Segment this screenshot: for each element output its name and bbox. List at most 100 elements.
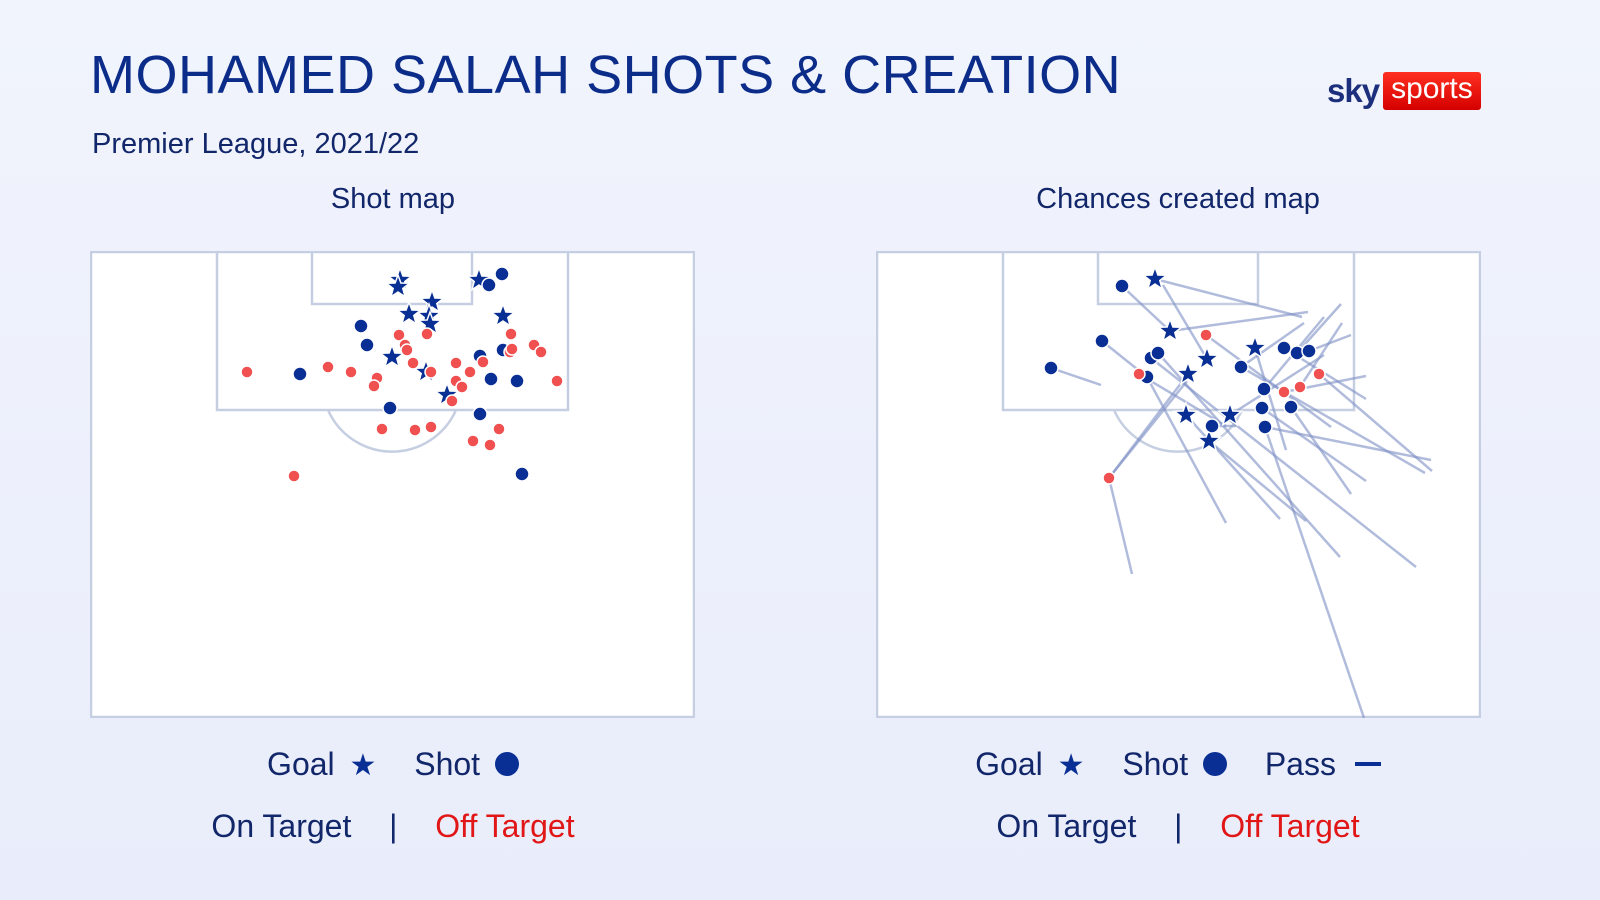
shot-on-target-dot bbox=[1256, 381, 1272, 397]
goal-star-icon bbox=[489, 301, 517, 328]
shot-off-target-dot bbox=[408, 423, 422, 437]
legend-on-target: On Target bbox=[996, 808, 1137, 844]
pass-line bbox=[1261, 406, 1367, 483]
shot-off-target-dot bbox=[420, 327, 434, 341]
goal-star-icon bbox=[1193, 344, 1221, 371]
shot-on-target-dot bbox=[494, 266, 510, 282]
legend-shot-label: Shot bbox=[1122, 746, 1189, 782]
shot-map-legend: Goal ★ Shot bbox=[43, 746, 743, 783]
legend-off-target: Off Target bbox=[435, 808, 575, 844]
pass-line bbox=[1240, 365, 1426, 475]
shot-off-target-dot bbox=[445, 394, 459, 408]
goal-star-icon bbox=[1156, 316, 1184, 343]
pass-line bbox=[1240, 321, 1305, 369]
pass-line bbox=[1050, 366, 1102, 387]
shot-on-target-dot bbox=[353, 318, 369, 334]
goal-star-icon bbox=[1172, 400, 1200, 427]
legend-star-icon: ★ bbox=[1057, 749, 1085, 782]
shot-on-target-dot bbox=[1094, 333, 1110, 349]
legend-dot-icon bbox=[494, 751, 519, 776]
pass-line bbox=[1169, 310, 1309, 333]
shot-on-target-dot bbox=[1301, 343, 1317, 359]
pass-line bbox=[1264, 425, 1432, 462]
shot-off-target-dot bbox=[1199, 328, 1213, 342]
pass-line bbox=[1263, 426, 1366, 718]
shot-on-target-dot bbox=[1254, 400, 1270, 416]
goal-star-icon bbox=[378, 342, 406, 369]
shot-on-target-dot bbox=[359, 337, 375, 353]
shot-on-target-dot bbox=[1204, 418, 1220, 434]
goal-star-icon bbox=[1141, 264, 1169, 291]
shot-map-target-legend: On Target | Off Target bbox=[43, 808, 743, 845]
shot-off-target-dot bbox=[492, 422, 506, 436]
goal-star-icon bbox=[1216, 400, 1244, 427]
shot-off-target-dot bbox=[449, 356, 463, 370]
shot-map-pitch bbox=[90, 251, 695, 718]
shot-off-target-dot bbox=[287, 469, 301, 483]
legend-shot-label: Shot bbox=[414, 746, 481, 782]
shot-on-target-dot bbox=[1114, 278, 1130, 294]
shot-on-target-dot bbox=[1257, 419, 1273, 435]
shot-off-target-dot bbox=[424, 365, 438, 379]
logo-sky-text: sky bbox=[1327, 72, 1380, 109]
pass-line bbox=[1253, 347, 1288, 451]
legend-on-target: On Target bbox=[211, 808, 352, 844]
shot-off-target-dot bbox=[483, 438, 497, 452]
pass-line bbox=[1108, 380, 1188, 479]
legend-goal-label: Goal bbox=[975, 746, 1043, 782]
shot-off-target-dot bbox=[240, 365, 254, 379]
shot-off-target-dot bbox=[1293, 380, 1307, 394]
goal-star-icon bbox=[418, 287, 446, 314]
chances-map-target-legend: On Target | Off Target bbox=[828, 808, 1528, 845]
shot-off-target-dot bbox=[476, 355, 490, 369]
shot-off-target-dot bbox=[504, 327, 518, 341]
pass-line bbox=[1208, 440, 1307, 522]
pass-line bbox=[1107, 477, 1134, 575]
pass-line bbox=[1298, 322, 1344, 388]
pass-line bbox=[1289, 406, 1353, 495]
sky-sports-logo: sky sports bbox=[1327, 71, 1481, 111]
shot-off-target-dot bbox=[466, 434, 480, 448]
shot-off-target-dot bbox=[550, 374, 564, 388]
shot-off-target-dot bbox=[505, 342, 519, 356]
goal-star-icon bbox=[1174, 359, 1202, 386]
shot-off-target-dot bbox=[424, 420, 438, 434]
shot-off-target-dot bbox=[375, 422, 389, 436]
shot-on-target-dot bbox=[1233, 359, 1249, 375]
shot-off-target-dot bbox=[1102, 471, 1116, 485]
pass-line bbox=[1318, 373, 1433, 472]
goal-star-icon bbox=[1195, 426, 1223, 453]
shot-on-target-dot bbox=[509, 373, 525, 389]
goal-star-icon bbox=[384, 272, 412, 299]
shot-on-target-dot bbox=[1150, 345, 1166, 361]
legend-separator: | bbox=[1174, 808, 1183, 844]
shot-on-target-dot bbox=[382, 400, 398, 416]
pass-line bbox=[1154, 277, 1303, 319]
shot-off-target-dot bbox=[1132, 367, 1146, 381]
pitch-svg bbox=[876, 251, 1481, 718]
logo-sports-text: sports bbox=[1383, 72, 1481, 110]
pass-line bbox=[1161, 284, 1209, 360]
shot-off-target-dot bbox=[463, 365, 477, 379]
shot-off-target-dot bbox=[344, 365, 358, 379]
shot-off-target-dot bbox=[534, 345, 548, 359]
pass-line bbox=[1205, 333, 1332, 429]
chances-map-legend: Goal ★ Shot Pass bbox=[828, 746, 1528, 783]
legend-dot-icon bbox=[1203, 751, 1228, 776]
shot-on-target-dot bbox=[481, 277, 497, 293]
legend-separator: | bbox=[389, 808, 398, 844]
legend-pass-label: Pass bbox=[1264, 746, 1336, 782]
shot-on-target-dot bbox=[472, 406, 488, 422]
legend-pass-line-icon bbox=[1354, 761, 1381, 766]
page-title: MOHAMED SALAH SHOTS & CREATION bbox=[90, 45, 1122, 105]
shot-on-target-dot bbox=[1043, 360, 1059, 376]
goal-star-icon bbox=[1241, 333, 1269, 360]
shot-off-target-dot bbox=[392, 328, 406, 342]
shot-off-target-dot bbox=[406, 356, 420, 370]
chances-map-pitch bbox=[876, 251, 1481, 718]
shot-off-target-dot bbox=[321, 360, 335, 374]
pass-line bbox=[1121, 285, 1171, 332]
shot-on-target-dot bbox=[514, 466, 530, 482]
shot-on-target-dot bbox=[1276, 340, 1292, 356]
shot-off-target-dot bbox=[400, 343, 414, 357]
